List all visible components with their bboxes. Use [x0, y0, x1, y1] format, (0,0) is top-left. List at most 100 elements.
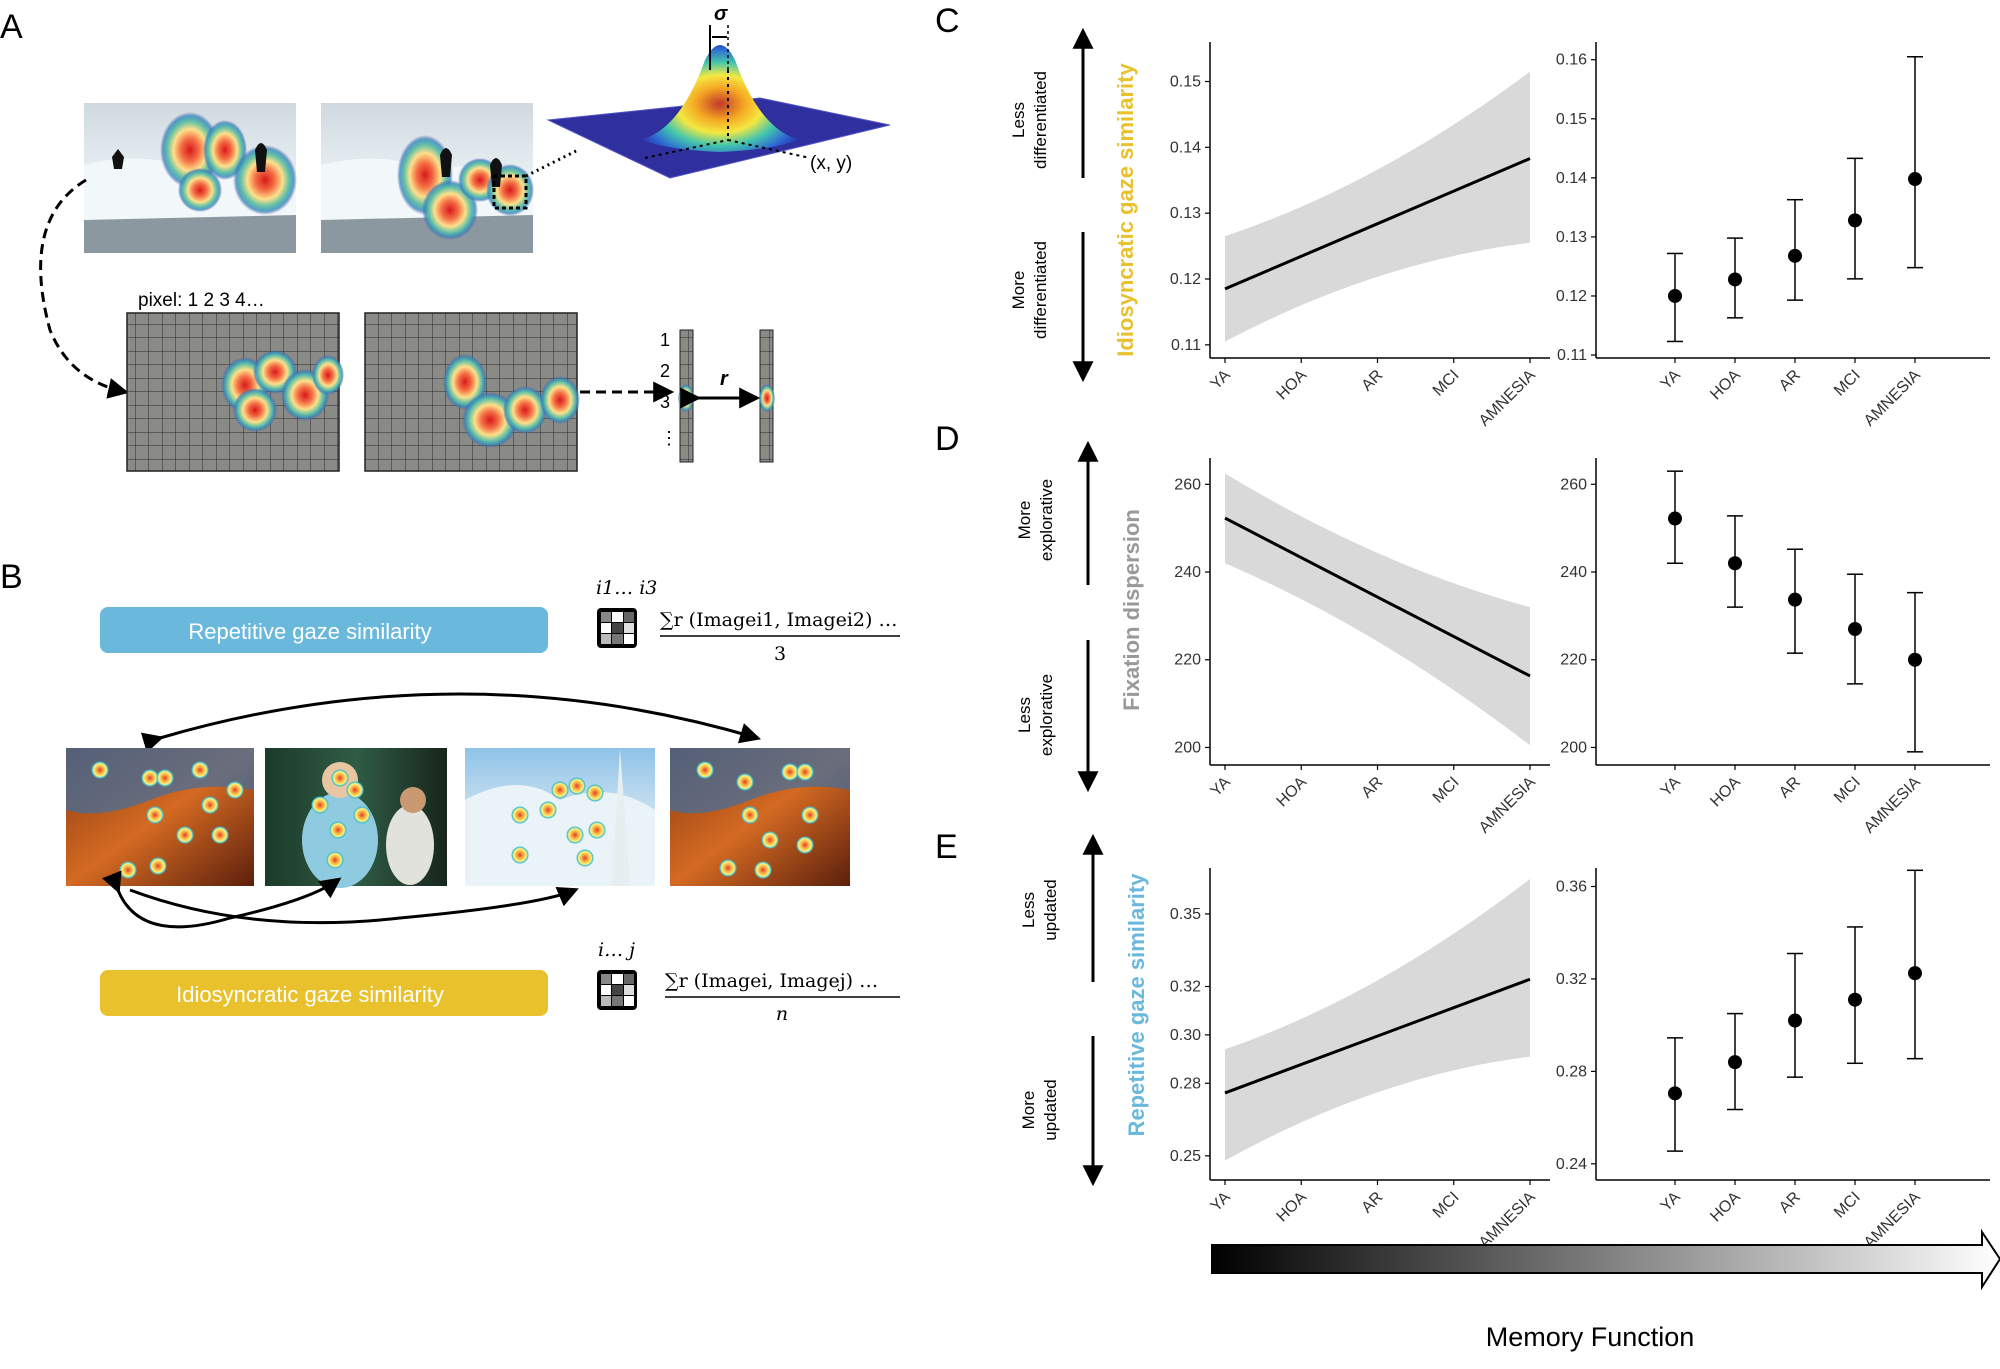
y-tick-label: 0.15	[1170, 74, 1201, 91]
mean-point	[1908, 172, 1922, 187]
mean-point	[1788, 248, 1802, 263]
panel-a: A	[0, 3, 891, 472]
confidence-band	[1225, 878, 1530, 1161]
x-tick-label: YA	[1658, 367, 1685, 394]
mean-point	[1908, 966, 1922, 981]
x-tick-label: AMNESIA	[1861, 367, 1924, 430]
side-annotations-c: Less differentiated More differentiated …	[1009, 27, 1138, 383]
d-bottom-line1: Less	[1015, 697, 1034, 733]
y-tick-label: 0.12	[1556, 288, 1587, 305]
e-bottom-line2: updated	[1041, 1079, 1060, 1140]
repetitive-pill	[100, 607, 548, 653]
idiosyncratic-formula: i… j ∑r (Imagei, Imagej) … n	[597, 939, 900, 1025]
d-ylabel: Fixation dispersion	[1119, 509, 1144, 711]
x-tick-label: MCI	[1831, 367, 1864, 400]
chart-e-line: 0.25 0.28 0.30 0.32 0.35 YA HOA AR MCI AMNESIA	[1170, 868, 1550, 1252]
panel-label-a: A	[0, 8, 23, 46]
row-label-2: 2	[660, 361, 670, 381]
idiosyncratic-pill	[100, 970, 548, 1016]
x-tick-label: HOA	[1707, 367, 1744, 404]
y-tick-label: 0.32	[1556, 971, 1587, 988]
mean-point	[1728, 272, 1742, 287]
y-tick-label: 0.13	[1556, 229, 1587, 246]
memory-function-label: Memory Function	[1486, 1322, 1695, 1352]
y-tick-label: 0.32	[1170, 979, 1201, 996]
projection-arrow	[39, 178, 130, 399]
idiosyncratic-numerator: ∑r (Imagei, Imagej) …	[665, 970, 878, 992]
x-tick-label: MCI	[1831, 1189, 1864, 1222]
cross-arc-1	[102, 870, 342, 929]
x-tick-label: HOA	[1707, 774, 1744, 811]
pixel-grid-1	[126, 312, 344, 472]
chart-d-line: 200 220 240 260 YA HOA AR MCI AMNESIA	[1174, 458, 1550, 837]
r-label: r	[720, 368, 729, 390]
d-top-line1: More	[1015, 501, 1034, 540]
y-tick-label: 200	[1174, 739, 1201, 756]
row-label-3: 3	[660, 392, 670, 412]
c-top-line2: differentiated	[1031, 71, 1050, 169]
panel-label-c: C	[935, 2, 960, 40]
gaussian-kernel-plot: σ (x, y)	[546, 3, 891, 179]
y-tick-label: 0.14	[1170, 139, 1201, 156]
e-top-line1: Less	[1019, 892, 1038, 928]
repetitive-denominator: 3	[774, 643, 786, 665]
chart-c-points: 0.11 0.12 0.13 0.14 0.15 0.16 YA HOA AR MCIAMNESI…	[1556, 42, 1990, 430]
side-annotations-e: Less updated More updated Repetitive gaz…	[1019, 833, 1149, 1187]
x-tick-label: AR	[1359, 367, 1387, 395]
x-tick-label: YA	[1208, 1189, 1235, 1216]
y-tick-label: 260	[1560, 476, 1587, 493]
x-tick-label: HOA	[1274, 367, 1311, 404]
y-tick-label: 0.28	[1556, 1063, 1587, 1080]
y-tick-label: 0.35	[1170, 906, 1201, 923]
x-tick-label: MCI	[1831, 774, 1864, 807]
y-tick-label: 240	[1174, 564, 1201, 581]
c-bottom-line1: More	[1009, 271, 1028, 310]
d-bottom-line2: explorative	[1037, 674, 1056, 756]
sigma-label: σ	[714, 3, 728, 25]
panel-b: B Repetitive gaze similarity i1… i3 ∑r (…	[0, 558, 900, 1025]
row-label-1: 1	[660, 330, 670, 350]
x-tick-label: HOA	[1274, 774, 1311, 811]
idiosyncratic-subscript: i… j	[598, 939, 635, 961]
e-ylabel: Repetitive gaze similarity	[1124, 873, 1149, 1137]
x-tick-label: AMNESIA	[1861, 1189, 1924, 1252]
x-tick-label: YA	[1208, 367, 1235, 394]
y-tick-label: 0.28	[1170, 1075, 1201, 1092]
idiosyncratic-denominator: n	[776, 1003, 788, 1025]
x-tick-label: MCI	[1430, 1189, 1463, 1222]
mean-point	[1668, 288, 1682, 303]
penguin-photo-2	[321, 103, 579, 253]
y-tick-label: 0.16	[1556, 52, 1587, 69]
x-tick-label: AMNESIA	[1476, 367, 1539, 430]
y-tick-label: 0.13	[1170, 205, 1201, 222]
checker-icon	[597, 970, 637, 1010]
panel-label-e: E	[935, 828, 958, 866]
repetitive-formula: i1… i3 ∑r (Imagei1, Imagei2) … 3	[596, 577, 900, 665]
y-tick-label: 0.15	[1556, 111, 1587, 128]
repeat-arc	[140, 692, 762, 753]
regression-line	[1224, 157, 1531, 291]
repetitive-numerator: ∑r (Imagei1, Imagei2) …	[660, 609, 897, 631]
x-tick-label: AR	[1359, 774, 1387, 802]
y-tick-label: 0.11	[1557, 347, 1587, 364]
regression-line	[1224, 977, 1531, 1095]
stimulus-image-4	[670, 748, 850, 886]
xy-label: (x, y)	[810, 153, 852, 174]
cross-arc-2	[129, 886, 579, 925]
y-tick-label: 260	[1174, 476, 1201, 493]
x-tick-label: AR	[1776, 1189, 1804, 1217]
stimulus-image-1	[66, 748, 254, 886]
mean-point	[1668, 511, 1682, 526]
y-tick-label: 0.25	[1170, 1148, 1201, 1165]
x-tick-label: MCI	[1430, 774, 1463, 807]
mean-point	[1848, 992, 1862, 1007]
idiosyncratic-pill-label: Idiosyncratic gaze similarity	[176, 982, 444, 1007]
penguin-photo-1	[84, 103, 297, 253]
stimulus-image-3	[465, 748, 655, 886]
c-top-line1: Less	[1009, 102, 1028, 138]
x-tick-label: YA	[1658, 774, 1685, 801]
y-tick-label: 0.12	[1170, 271, 1201, 288]
x-tick-label: AR	[1776, 774, 1804, 802]
